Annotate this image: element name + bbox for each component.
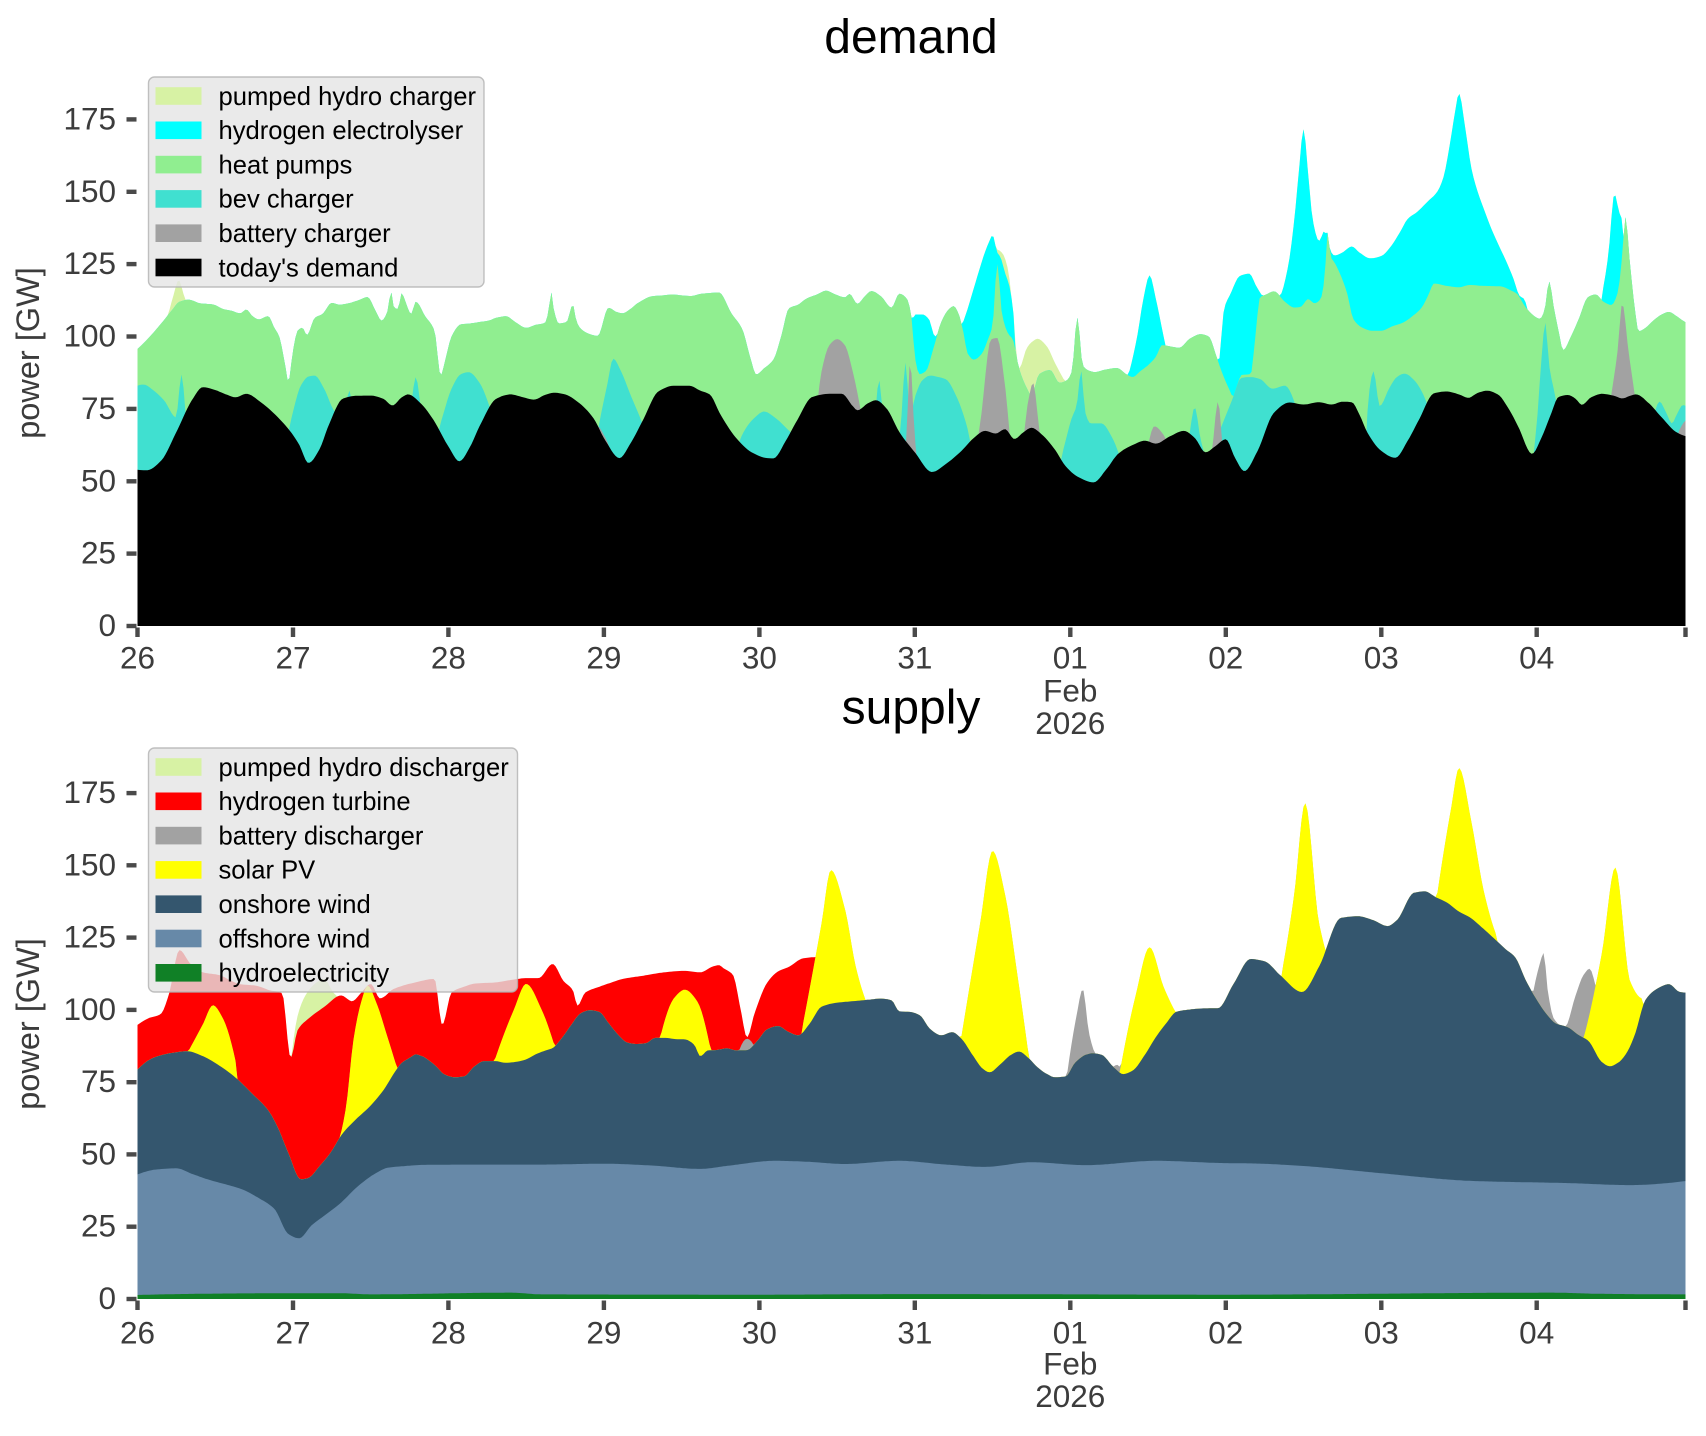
svg-text:29: 29 xyxy=(586,1315,621,1351)
svg-text:125: 125 xyxy=(63,245,116,281)
svg-text:battery charger: battery charger xyxy=(219,220,392,248)
svg-text:01: 01 xyxy=(1053,640,1088,676)
svg-text:01: 01 xyxy=(1053,1315,1088,1351)
svg-text:50: 50 xyxy=(81,462,116,498)
svg-text:hydrogen electrolyser: hydrogen electrolyser xyxy=(219,117,464,145)
svg-text:0: 0 xyxy=(98,607,116,643)
svg-text:27: 27 xyxy=(275,1315,310,1351)
svg-text:31: 31 xyxy=(897,640,932,676)
svg-text:offshore wind: offshore wind xyxy=(219,925,371,953)
svg-text:pumped hydro charger: pumped hydro charger xyxy=(219,83,477,111)
svg-text:02: 02 xyxy=(1208,640,1243,676)
svg-text:150: 150 xyxy=(63,173,116,209)
svg-text:power [GW]: power [GW] xyxy=(10,267,46,439)
svg-text:battery discharger: battery discharger xyxy=(219,822,424,850)
svg-text:heat pumps: heat pumps xyxy=(219,151,353,179)
svg-text:bev charger: bev charger xyxy=(219,186,355,214)
svg-text:demand: demand xyxy=(824,11,997,64)
svg-text:75: 75 xyxy=(81,390,116,426)
svg-text:175: 175 xyxy=(63,100,116,136)
svg-text:04: 04 xyxy=(1519,1315,1554,1351)
svg-text:Feb: Feb xyxy=(1043,1346,1097,1382)
svg-text:29: 29 xyxy=(586,640,621,676)
svg-text:125: 125 xyxy=(63,919,116,955)
svg-text:28: 28 xyxy=(431,1315,466,1351)
svg-text:175: 175 xyxy=(63,774,116,810)
svg-text:2026: 2026 xyxy=(1035,705,1105,741)
svg-text:50: 50 xyxy=(81,1136,116,1172)
svg-text:pumped hydro discharger: pumped hydro discharger xyxy=(219,754,510,782)
svg-text:04: 04 xyxy=(1519,640,1554,676)
svg-text:supply: supply xyxy=(842,682,981,735)
svg-text:25: 25 xyxy=(81,535,116,571)
svg-text:hydroelectricity: hydroelectricity xyxy=(219,960,390,988)
svg-text:100: 100 xyxy=(63,991,116,1027)
svg-text:27: 27 xyxy=(275,640,310,676)
svg-text:28: 28 xyxy=(431,640,466,676)
svg-text:03: 03 xyxy=(1364,640,1399,676)
svg-text:solar PV: solar PV xyxy=(219,857,316,885)
svg-text:hydrogen turbine: hydrogen turbine xyxy=(219,788,411,816)
svg-text:150: 150 xyxy=(63,846,116,882)
svg-text:30: 30 xyxy=(742,1315,777,1351)
svg-text:26: 26 xyxy=(120,640,155,676)
svg-text:0: 0 xyxy=(98,1280,116,1316)
svg-text:31: 31 xyxy=(897,1315,932,1351)
svg-text:onshore wind: onshore wind xyxy=(219,891,371,919)
svg-text:26: 26 xyxy=(120,1315,155,1351)
svg-text:today's demand: today's demand xyxy=(219,254,399,282)
svg-text:75: 75 xyxy=(81,1063,116,1099)
svg-text:2026: 2026 xyxy=(1035,1378,1105,1414)
svg-text:03: 03 xyxy=(1364,1315,1399,1351)
svg-text:100: 100 xyxy=(63,318,116,354)
svg-text:Feb: Feb xyxy=(1043,673,1097,709)
svg-text:25: 25 xyxy=(81,1208,116,1244)
svg-text:power [GW]: power [GW] xyxy=(10,938,46,1110)
svg-text:30: 30 xyxy=(742,640,777,676)
svg-text:02: 02 xyxy=(1208,1315,1243,1351)
